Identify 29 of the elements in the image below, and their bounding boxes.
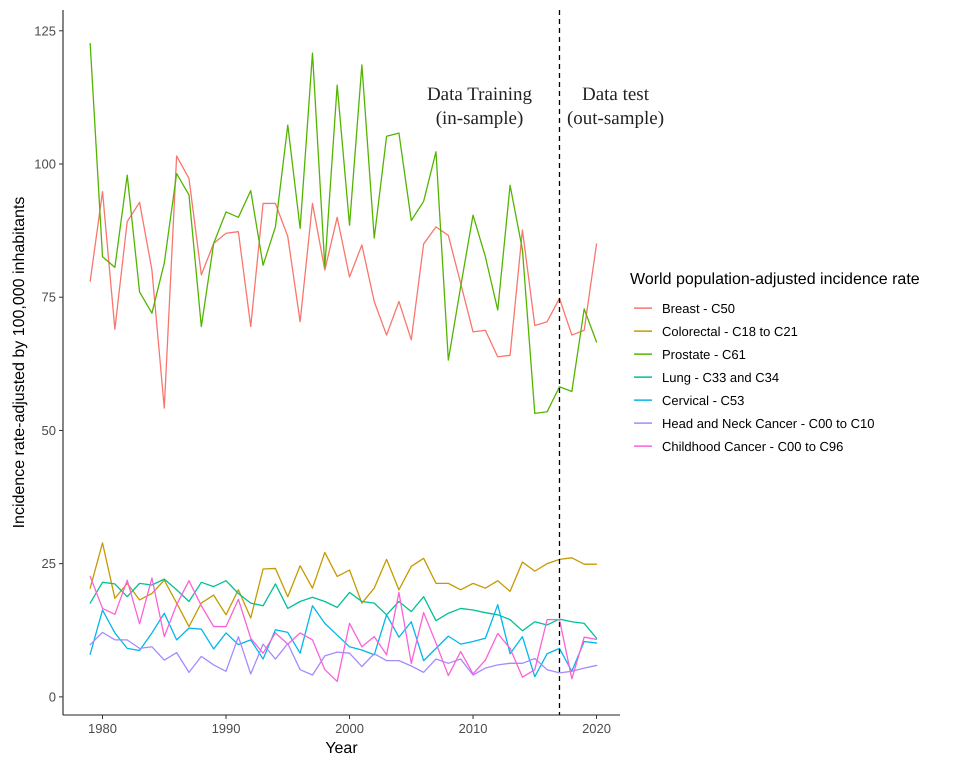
x-tick-label: 1990 [212, 721, 240, 736]
annotation: Data Training (in-sample) [426, 84, 532, 129]
legend-label: Head and Neck Cancer - C00 to C10 [662, 416, 874, 432]
line-series [90, 576, 598, 682]
y-tick-label: 100 [34, 156, 56, 172]
y-tick-label: 0 [48, 689, 56, 704]
legend-label: Cervical - C53 [662, 393, 744, 408]
x-axis-title: Year [325, 740, 358, 757]
legend-title: World population-adjusted incidence rate [630, 271, 920, 288]
legend-label: Lung - C33 and C34 [662, 370, 780, 386]
line-series [90, 632, 598, 676]
legend-label: Breast - C50 [662, 301, 735, 316]
x-tick-label: 1980 [88, 721, 117, 736]
x-tick-label: 2020 [582, 721, 611, 736]
legend-label: Colorectal - C18 to C21 [662, 324, 798, 340]
x-tick-label: 2000 [335, 721, 364, 736]
line-series [90, 604, 598, 678]
annotation: Data test (out-sample) [566, 84, 664, 129]
x-tick-label: 2010 [458, 721, 488, 736]
line-series [90, 578, 598, 639]
y-tick-label: 125 [34, 23, 56, 38]
y-tick-label: 25 [42, 556, 56, 572]
y-axis-title: Incidence rate-adjusted by 100,000 inhabitants [11, 196, 28, 528]
y-tick-label: 75 [42, 290, 56, 305]
legend-label: Childhood Cancer - C00 to C96 [662, 439, 844, 454]
legend-label: Prostate - C61 [662, 347, 746, 362]
line-series [90, 155, 598, 409]
y-tick-label: 50 [42, 422, 56, 438]
line-series [90, 542, 598, 628]
